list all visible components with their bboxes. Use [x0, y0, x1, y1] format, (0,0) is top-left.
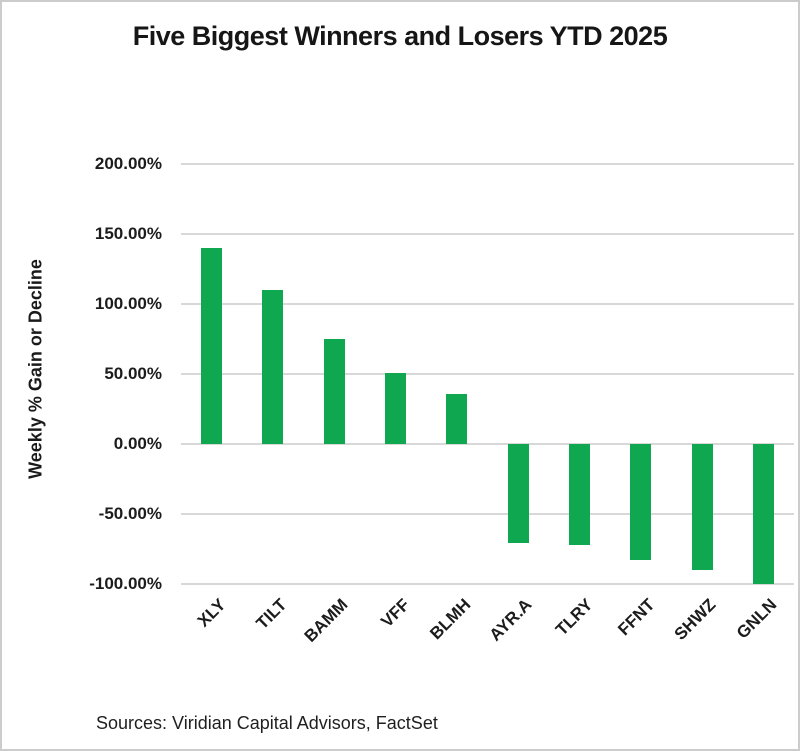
- y-tick-label: 50.00%: [104, 364, 162, 383]
- bar-blmh: [446, 393, 468, 444]
- bar-bamm: [323, 339, 345, 444]
- chart-title: Five Biggest Winners and Losers YTD 2025: [132, 21, 668, 51]
- gridline: [181, 373, 794, 375]
- source-note: Sources: Viridian Capital Advisors, Fact…: [96, 713, 438, 733]
- y-tick-label: -50.00%: [98, 504, 162, 523]
- bar-tilt: [262, 290, 284, 444]
- gridline: [181, 233, 794, 235]
- y-tick-label: -100.00%: [89, 574, 162, 593]
- bar-shwz: [691, 444, 713, 570]
- y-tick-label: 100.00%: [94, 294, 162, 313]
- gridline: [181, 513, 794, 515]
- gridline: [181, 303, 794, 305]
- bar-xly: [201, 248, 223, 444]
- gridline: [181, 583, 794, 585]
- bar-gnln: [752, 444, 774, 584]
- bar-ffnt: [630, 444, 652, 561]
- y-tick-label: 150.00%: [94, 224, 162, 243]
- y-tick-label: 0.00%: [113, 434, 162, 453]
- bar-tlry: [568, 444, 590, 545]
- bar-ayr-a: [507, 444, 529, 544]
- gridline: [181, 443, 794, 445]
- bar-vff: [385, 372, 407, 444]
- y-tick-label: 200.00%: [94, 154, 162, 173]
- gridline: [181, 163, 794, 165]
